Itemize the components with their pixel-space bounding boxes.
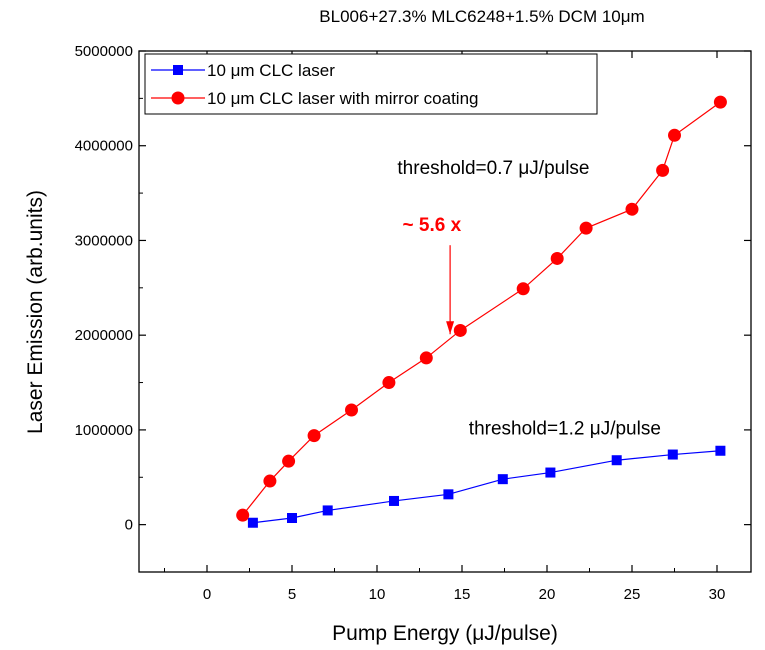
data-point-square	[247, 517, 258, 528]
x-tick-label: 30	[709, 586, 726, 603]
legend-label: 10 μm CLC laser with mirror coating	[207, 89, 479, 108]
series-layer	[236, 95, 727, 528]
data-point-circle	[668, 128, 681, 142]
x-tick-label: 25	[624, 586, 641, 603]
x-tick-label: 0	[203, 586, 211, 603]
data-point-circle	[656, 163, 670, 177]
y-tick-label: 5000000	[75, 43, 133, 60]
data-point-square	[389, 495, 399, 506]
x-tick-label: 10	[369, 586, 386, 603]
data-point-circle	[713, 95, 727, 109]
annotation-text: threshold=0.7 μJ/pulse	[397, 158, 589, 179]
data-point-circle	[345, 403, 358, 417]
data-point-square	[715, 445, 726, 456]
annotations: threshold=0.7 μJ/pulse threshold=1.2 μJ/p…	[397, 158, 661, 440]
y-axis-ticks: 0 1000000 2000000 3000000 4000000 5000000	[75, 43, 751, 573]
x-tick-label: 5	[288, 586, 296, 603]
data-point-circle	[579, 221, 593, 235]
annotation-text: ~ 5.6 x	[403, 215, 462, 236]
data-point-square	[611, 455, 622, 466]
x-tick-label: 20	[539, 586, 556, 603]
data-point-square	[443, 489, 454, 500]
data-point-square	[322, 505, 333, 516]
x-axis-title: Pump Energy (μJ/pulse)	[332, 622, 558, 645]
y-axis-title: Laser Emission (arb.units)	[24, 190, 47, 434]
legend: 10 μm CLC laser 10 μm CLC laser with mirr…	[144, 53, 598, 115]
data-point-circle	[236, 508, 250, 522]
data-point-square	[497, 474, 508, 485]
chart-title: BL006+27.3% MLC6248+1.5% DCM 10μm	[319, 7, 644, 26]
arrow-head	[446, 321, 455, 335]
y-tick-label: 0	[125, 517, 133, 534]
legend-marker-square	[173, 65, 183, 75]
x-tick-label: 15	[454, 586, 471, 603]
data-point-circle	[263, 474, 277, 488]
data-point-square	[545, 467, 556, 478]
legend-marker-circle	[171, 91, 185, 105]
legend-label: 10 μm CLC laser	[207, 61, 335, 80]
data-point-circle	[453, 323, 467, 337]
data-point-circle	[282, 454, 296, 468]
legend-box	[144, 53, 598, 115]
y-tick-label: 2000000	[75, 327, 133, 344]
data-point-circle	[550, 251, 564, 265]
plot-frame	[138, 50, 752, 573]
data-point-circle	[382, 376, 396, 390]
y-tick-label: 1000000	[75, 422, 133, 439]
y-tick-label: 3000000	[75, 232, 133, 249]
annotation-text: threshold=1.2 μJ/pulse	[469, 419, 661, 440]
x-axis-ticks: 0 5 10 15 20 25 30	[164, 51, 726, 603]
series-line-1	[252, 450, 721, 524]
data-point-circle	[516, 282, 530, 296]
data-point-square	[287, 513, 297, 524]
data-point-circle	[625, 202, 639, 216]
data-point-circle	[419, 351, 433, 365]
data-point-square	[667, 449, 678, 460]
data-point-circle	[307, 429, 321, 443]
y-tick-label: 4000000	[75, 138, 133, 155]
